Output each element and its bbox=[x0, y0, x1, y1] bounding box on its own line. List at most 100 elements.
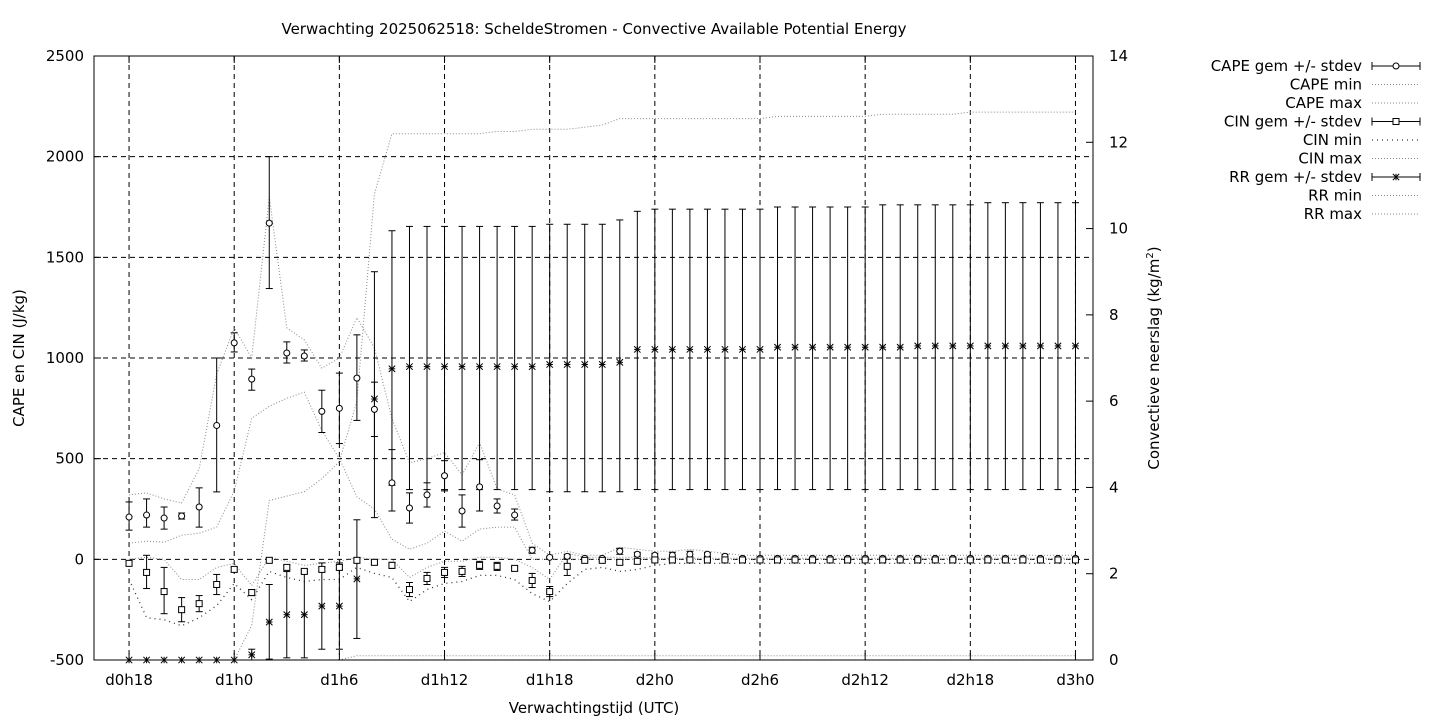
rr-mean-point bbox=[633, 345, 641, 353]
cape-mean-point bbox=[511, 511, 519, 519]
rr-mean-point bbox=[546, 360, 554, 369]
x-tick-label: d1h12 bbox=[421, 671, 469, 689]
cin-mean-point bbox=[774, 556, 782, 564]
rr-mean-point-d2 bbox=[826, 343, 834, 351]
rr-mean-point bbox=[686, 345, 694, 353]
rr-mean-point bbox=[405, 363, 414, 371]
y-axis-left-label: CAPE en CIN (J/kg) bbox=[10, 289, 28, 427]
y-right-tick-label: 8 bbox=[1109, 306, 1119, 324]
data-markers bbox=[125, 219, 1080, 664]
rr-mean-point bbox=[528, 363, 536, 371]
legend-label: CIN gem +/- stdev bbox=[1224, 113, 1362, 131]
rr-mean-point-d2 bbox=[633, 345, 641, 353]
legend-label: RR gem +/- stdev bbox=[1229, 168, 1362, 186]
cin-mean-point bbox=[879, 556, 887, 564]
cin-mean-point bbox=[160, 588, 168, 596]
rr-mean-point-d2 bbox=[809, 343, 817, 351]
cape-mean-point bbox=[493, 502, 501, 510]
rr-mean-point-d2 bbox=[318, 602, 326, 610]
cin-mean-point bbox=[423, 574, 431, 582]
cin-mean-point bbox=[721, 556, 729, 564]
rr-mean-point-d2 bbox=[1036, 342, 1044, 350]
y-right-tick-label: 0 bbox=[1109, 651, 1119, 669]
cin-mean-point bbox=[1001, 556, 1009, 564]
rr-mean-point bbox=[283, 611, 291, 619]
legend-label: CAPE max bbox=[1285, 94, 1362, 112]
rr-mean-point-d2 bbox=[949, 342, 957, 350]
cin-mean-point bbox=[1036, 556, 1044, 564]
cin-mean-point bbox=[861, 556, 869, 564]
rr-mean-point bbox=[458, 363, 466, 371]
rr-mean-point bbox=[721, 345, 729, 353]
rr-mean-point bbox=[563, 360, 571, 369]
y-right-tick-label: 10 bbox=[1109, 220, 1128, 238]
rr-mean-point-d2 bbox=[1019, 342, 1027, 350]
cin-mean-point bbox=[1071, 556, 1079, 564]
x-axis-label: Verwachtingstijd (UTC) bbox=[509, 699, 680, 717]
rr-mean-point-d2 bbox=[370, 395, 378, 403]
y-left-tick-label: 2000 bbox=[46, 148, 84, 166]
rr-mean-point-d2 bbox=[756, 345, 764, 353]
cin-mean-point bbox=[791, 556, 799, 564]
x-tick-label: d1h6 bbox=[320, 671, 358, 689]
rr-mean-point-d2 bbox=[1071, 342, 1080, 350]
rr-mean-point bbox=[931, 342, 939, 350]
cin-mean-point bbox=[1054, 556, 1062, 564]
y-axis-right-label: Convectieve neerslag (kg/m2) bbox=[1145, 246, 1163, 469]
x-tick-label: d1h18 bbox=[526, 671, 574, 689]
rr-mean-point bbox=[773, 343, 782, 351]
y-right-tick-label: 12 bbox=[1109, 133, 1128, 151]
cape-mean-point bbox=[563, 552, 571, 560]
cin-mean-point bbox=[213, 581, 221, 588]
curve-rr-min bbox=[129, 655, 1076, 661]
rr-mean-point bbox=[984, 342, 992, 350]
cin-mean-point bbox=[581, 556, 589, 564]
rr-mean-point-d2 bbox=[861, 343, 869, 351]
cin-mean-point bbox=[546, 588, 554, 596]
cape-mean-point bbox=[300, 352, 308, 360]
cin-mean-point bbox=[283, 563, 291, 571]
rr-mean-point bbox=[844, 343, 852, 351]
legend-marker-d2 bbox=[1392, 173, 1400, 181]
cin-mean-point bbox=[756, 556, 764, 564]
cin-mean-point bbox=[195, 600, 203, 608]
rr-mean-point bbox=[423, 363, 431, 371]
cin-mean-point bbox=[370, 558, 378, 566]
rr-mean-point-d2 bbox=[283, 611, 291, 619]
cin-mean-point bbox=[633, 557, 641, 565]
legend-label: CAPE gem +/- stdev bbox=[1211, 57, 1362, 75]
rr-mean-point bbox=[879, 343, 887, 351]
cin-mean-point bbox=[844, 556, 852, 564]
rr-mean-point-d2 bbox=[773, 343, 782, 351]
rr-mean-point-d2 bbox=[896, 343, 904, 351]
rr-mean-point bbox=[440, 363, 449, 371]
cape-mean-point bbox=[283, 349, 291, 357]
rr-mean-point bbox=[914, 342, 922, 350]
cape-mean-point bbox=[458, 507, 466, 515]
rr-mean-point-d2 bbox=[300, 611, 308, 619]
rr-mean-point-d2 bbox=[476, 363, 484, 371]
legend-marker bbox=[1392, 118, 1400, 125]
cape-mean-point bbox=[178, 512, 186, 520]
rr-mean-point bbox=[826, 343, 834, 351]
y-right-tick-label: 4 bbox=[1109, 478, 1119, 496]
cape-mean-point bbox=[335, 404, 343, 412]
rr-mean-point bbox=[738, 345, 747, 353]
rr-mean-point bbox=[265, 618, 273, 626]
cin-mean-point bbox=[931, 556, 939, 564]
cin-mean-point bbox=[388, 561, 396, 569]
cape-mean-point bbox=[616, 547, 624, 555]
rr-mean-point-d2 bbox=[651, 345, 659, 353]
cape-mean-point bbox=[318, 407, 326, 415]
rr-mean-point-d2 bbox=[458, 363, 466, 371]
rr-mean-point bbox=[248, 651, 256, 659]
rr-mean-point-d2 bbox=[844, 343, 852, 351]
rr-mean-point bbox=[353, 575, 361, 583]
y-right-tick-label: 2 bbox=[1109, 565, 1119, 583]
cin-mean-point bbox=[441, 568, 449, 576]
cape-mean-point bbox=[230, 339, 238, 347]
cin-mean-point bbox=[265, 556, 273, 564]
